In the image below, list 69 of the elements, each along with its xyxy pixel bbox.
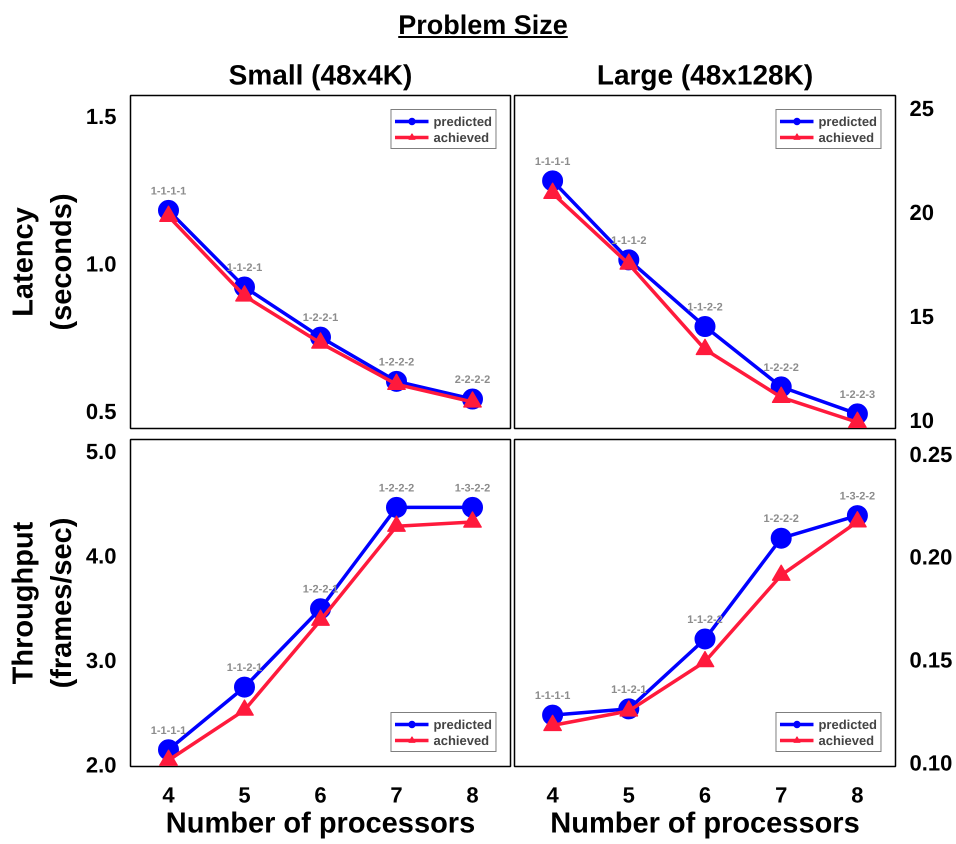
y-tick-label: 10 [910,408,934,434]
y-tick-label: 3.0 [86,648,117,673]
point [462,496,483,518]
x-tick-label: 6 [698,782,712,808]
annotation: 1-2-2-2 [378,482,414,494]
legend-label: achieved [433,129,490,145]
annotation: 1-1-2-1 [611,684,647,696]
x-tick-label: 4 [546,782,560,808]
annotation: 1-1-1-2 [611,234,647,247]
annotation: 1-3-2-2 [840,490,876,503]
legend-label: achieved [818,129,874,145]
x-tick-label: 8 [851,782,864,808]
annotation: 1-1-1-1 [534,690,570,702]
annotation: 1-2-2-3 [840,388,876,401]
y-tick-label: 0.15 [910,648,952,673]
legend-label: predicted [433,113,492,129]
y-axis-title: Latency (seconds) [8,194,78,330]
text: Problem Size [398,10,568,40]
legend-label: predicted [818,113,877,129]
x-axis-title: Number of processors [166,808,476,840]
annotation: 1-1-1-1 [150,185,186,198]
point [311,609,330,626]
y-tick-label: 5.0 [86,438,117,464]
point [694,628,716,650]
annotation: 1-3-2-2 [454,482,490,494]
legend-label: achieved [433,732,490,748]
legend-label: predicted [433,716,492,732]
point [235,699,254,716]
x-axis-title: Number of processors [550,808,860,840]
point [696,650,714,668]
annotation: 1-1-2-2 [687,302,723,314]
y-axis-title: Throughput (frames/sec) [8,518,78,688]
x-tick-label: 4 [162,782,176,808]
y-tick-label: 25 [910,96,934,121]
x-tick-label: 5 [238,782,251,808]
annotation: 1-1-2-1 [226,262,262,274]
point [543,714,562,732]
x-tick-label: 8 [466,782,479,808]
chart-title: Small (48x4K) [228,60,412,90]
y-tick-label: 4.0 [86,543,117,568]
point [159,749,178,766]
annotation: 1-1-2-1 [226,662,262,674]
y-tick-label: 0.10 [910,750,952,776]
annotation: 1-2-2-2 [763,513,799,526]
y-tick-label: 20 [910,200,934,226]
annotation: 1-2-2-2 [763,362,799,374]
y-tick-label: 0.5 [86,398,117,424]
chart-title: Large (48x128K) [596,60,814,90]
point [386,496,407,518]
y-tick-label: 0.20 [910,544,952,570]
x-tick-label: 5 [622,782,635,808]
x-tick-label: 6 [314,782,327,808]
point [235,284,254,302]
legend-label: achieved [818,732,874,748]
y-tick-label: 0.25 [910,442,952,467]
y-tick-label: 1.5 [86,104,117,130]
point [311,332,330,349]
y-tick-label: 1.0 [86,251,117,276]
x-tick-label: 7 [390,782,403,808]
x-tick-label: 7 [775,782,788,808]
annotation: 2-2-2-2 [454,374,490,386]
y-tick-label: 15 [910,304,934,330]
annotation: 1-1-1-1 [150,724,186,737]
legend-label: predicted [818,716,877,732]
annotation: 1-2-2-2 [378,356,414,368]
annotation: 1-2-2-1 [302,312,338,324]
annotation: 1-1-1-1 [534,156,570,168]
point [770,528,792,549]
y-tick-label: 2.0 [86,752,117,778]
